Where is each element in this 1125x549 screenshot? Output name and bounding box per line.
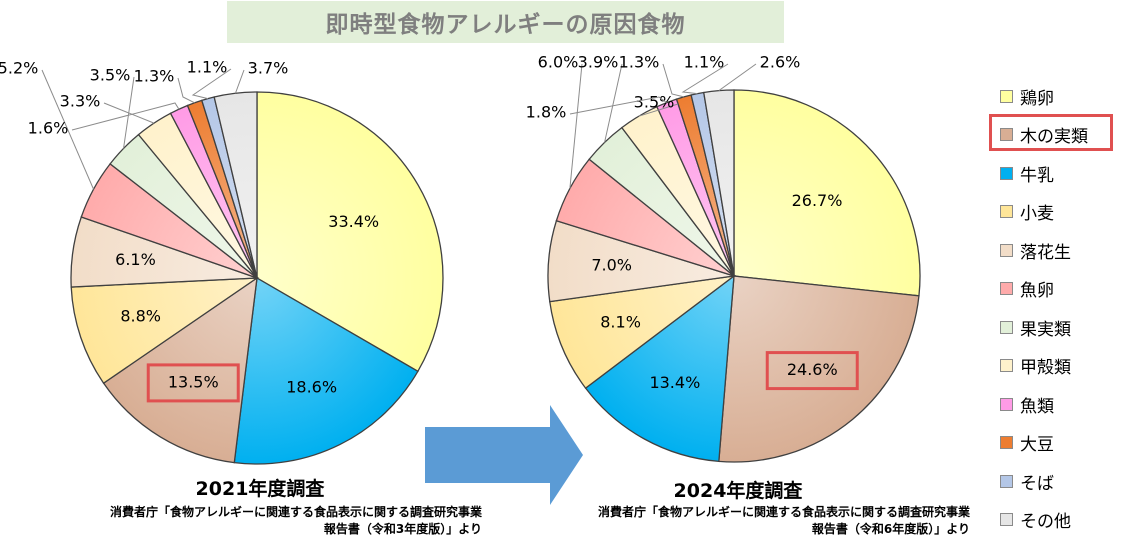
data-label: 1.3% (134, 67, 175, 86)
data-label: 24.6% (787, 360, 838, 379)
data-label: 8.1% (600, 312, 641, 331)
legend-item: その他 (1000, 508, 1071, 532)
data-label: 3.5% (90, 66, 131, 85)
pie-0: 33.4% 18.6% 13.5% 8.8% 6.1% 5.2% 3.5% 3.3% 1.6% 1… (0, 58, 444, 465)
source-line: 消費者庁「食物アレルギーに関連する食品表示に関する調査研究事業 (597, 505, 970, 519)
leader-line (191, 68, 232, 100)
legend-swatch (1000, 513, 1013, 526)
data-label: 1.3% (619, 53, 660, 72)
source-line: 報告書（令和3年度版）」より (323, 522, 482, 536)
legend-label: 木の実類 (1020, 127, 1088, 147)
pie-slice (549, 275, 737, 390)
legend-highlight-box (989, 114, 1113, 151)
legend-label: 甲殻類 (1020, 358, 1071, 378)
data-label: 3.7% (248, 59, 289, 78)
legend-item: 魚類 (1000, 392, 1054, 417)
data-label: 2.6% (760, 53, 801, 72)
legend-label: 鶏卵 (1020, 88, 1054, 109)
highlight-box (765, 351, 859, 391)
legend-item: 牛乳 (1000, 161, 1054, 186)
legend-swatch (1000, 474, 1013, 488)
source-line: 消費者庁「食物アレルギーに関連する食品表示に関する調査研究事業 (109, 505, 482, 519)
legend-item: そば (1000, 469, 1054, 494)
leader-line (177, 77, 195, 104)
pie-title-2021: 2021年度調査 (195, 478, 325, 500)
pie-slice (733, 89, 921, 297)
data-label: 8.8% (120, 307, 161, 326)
pie-slice (584, 274, 735, 463)
legend-label: 魚類 (1020, 396, 1054, 417)
source-2021: 消費者庁「食物アレルギーに関連する食品表示に関する調査研究事業 報告書（令和3年… (20, 504, 482, 538)
legend-swatch (1000, 282, 1013, 295)
pie-slice (256, 91, 444, 373)
legend-label: 落花生 (1020, 242, 1071, 263)
legend-item: 落花生 (1000, 238, 1071, 263)
data-label: 1.8% (526, 103, 567, 122)
source-line: 報告書（令和6年度版）」より (811, 522, 970, 536)
legend-label: 大豆 (1020, 435, 1054, 455)
title-banner: 即時型食物アレルギーの原因食物 (227, 1, 784, 43)
legend-swatch (1000, 128, 1013, 141)
legend-item: 果実類 (1000, 315, 1071, 340)
legend-item: 鶏卵 (1000, 84, 1054, 109)
legend-label: そば (1020, 473, 1054, 494)
data-label: 1.1% (684, 53, 725, 72)
leader-line (662, 63, 684, 98)
data-label: 6.1% (115, 250, 156, 269)
legend-swatch (1000, 89, 1013, 103)
data-label: 13.4% (649, 373, 700, 392)
pie-1: 26.7% 24.6% 13.4% 8.1% 7.0% 6.0% 3.9% 3.5% 1.8% 1… (526, 53, 921, 463)
legend-item: 小麦 (1000, 200, 1054, 224)
data-label: 1.1% (187, 58, 228, 77)
legend-swatch (1000, 436, 1013, 449)
leader-line (718, 63, 757, 92)
data-label: 33.4% (328, 212, 379, 231)
legend-swatch (1000, 320, 1013, 334)
source-2024: 消費者庁「食物アレルギーに関連する食品表示に関する調査研究事業 報告書（令和6年… (508, 504, 970, 538)
leader-line (638, 103, 679, 117)
leader-line (71, 102, 180, 131)
legend-label: 牛乳 (1020, 165, 1054, 186)
data-label: 18.6% (286, 377, 337, 396)
leader-line (234, 69, 245, 94)
data-label: 3.9% (578, 53, 619, 72)
comparison-arrow (425, 405, 583, 505)
legend-swatch (1000, 166, 1013, 180)
legend-swatch (1000, 359, 1013, 372)
legend-label: 果実類 (1020, 319, 1071, 340)
legend-item: 魚卵 (1000, 277, 1054, 301)
data-label: 5.2% (0, 59, 38, 78)
data-label: 6.0% (538, 53, 579, 72)
leader-line (103, 102, 155, 124)
legend-item: 大豆 (1000, 431, 1054, 455)
data-label: 7.0% (591, 255, 632, 274)
legend-label: 魚卵 (1020, 281, 1054, 301)
legend-swatch (1000, 205, 1013, 218)
pie-slice (102, 276, 258, 464)
leader-line (569, 96, 667, 115)
data-label: 13.5% (168, 372, 219, 391)
pie-slice (718, 275, 920, 463)
data-label: 26.7% (792, 191, 843, 210)
pie-slice (70, 277, 260, 385)
chart-title: 即時型食物アレルギーの原因食物 (325, 12, 686, 38)
pie-slice (233, 276, 419, 465)
leader-line (681, 63, 729, 95)
leader-line (604, 63, 623, 143)
legend-item: 木の実類 (1000, 123, 1088, 147)
data-label: 3.3% (60, 92, 101, 111)
legend-item: 甲殻類 (1000, 354, 1071, 378)
pie-title-2024: 2024年度調査 (673, 480, 803, 502)
legend-swatch (1000, 243, 1013, 257)
data-label: 3.5% (634, 93, 675, 112)
highlight-box (146, 363, 240, 403)
leader-line (41, 69, 95, 190)
data-label: 1.6% (28, 119, 69, 138)
legend-swatch (1000, 397, 1013, 411)
leader-line (569, 63, 583, 189)
legend-label: 小麦 (1020, 204, 1054, 224)
legend-label: その他 (1020, 512, 1071, 532)
